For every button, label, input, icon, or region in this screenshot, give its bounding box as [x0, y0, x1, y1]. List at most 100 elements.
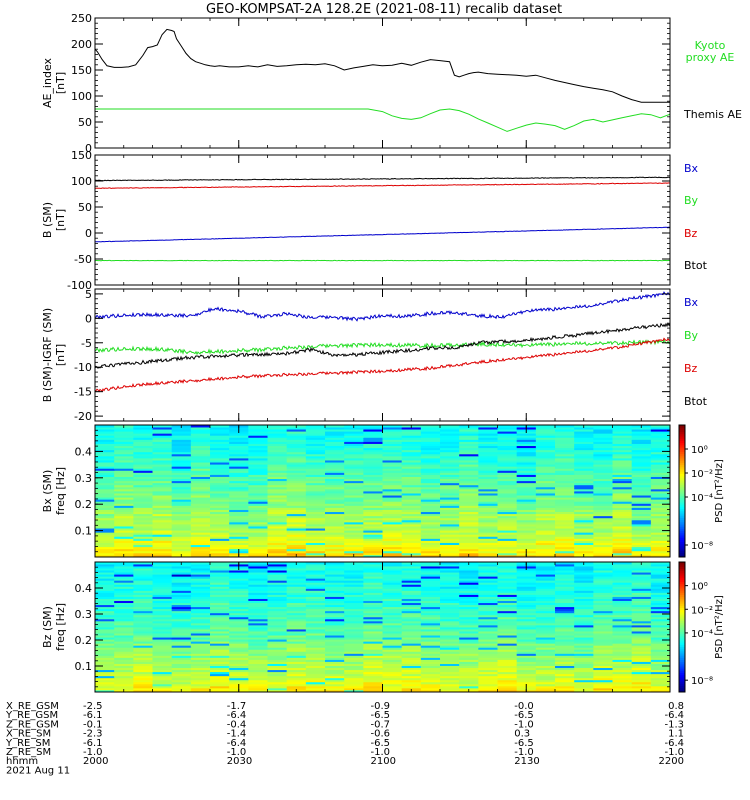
spectrogram-cell	[305, 511, 326, 515]
spectrogram-cell	[133, 470, 154, 473]
spectrogram-cell	[133, 635, 154, 638]
spectrogram-cell	[305, 643, 326, 646]
spectrogram-cell	[248, 602, 269, 606]
spectrogram-cell	[631, 637, 652, 640]
spectrogram-cell	[459, 497, 479, 500]
ephemeris-row: X_RE_SM -2.3 -1.4 -0.6 0.3 1.1	[6, 729, 684, 740]
spectrogram-cell	[210, 618, 230, 622]
spectrogram-cell	[190, 540, 211, 543]
spectrogram-cell	[114, 528, 134, 531]
spectrogram-cell	[382, 437, 403, 440]
spectrogram-cell	[382, 447, 403, 451]
spectrogram-cell	[574, 497, 594, 500]
spectrogram-cell	[171, 665, 192, 669]
spectrogram-cell	[497, 562, 518, 565]
spectrogram-cell	[440, 437, 460, 440]
spectrogram-cell	[267, 610, 288, 614]
colorbar-swatch	[679, 631, 685, 634]
spectrogram-cell	[650, 546, 670, 550]
spectrogram-cell	[440, 544, 460, 548]
spectrogram-cell	[325, 562, 345, 565]
spectrogram-cell	[478, 499, 499, 502]
spectrogram-cell	[497, 542, 518, 546]
spectrogram-cell	[152, 647, 173, 650]
spectrogram-cell	[478, 651, 499, 654]
spectrogram-cell	[210, 687, 230, 691]
spectrogram-cell	[440, 480, 460, 484]
colorbar-swatch	[679, 491, 685, 494]
spectrogram-cell	[440, 578, 460, 581]
spectrogram-cell	[286, 655, 307, 658]
spectrogram-cell	[497, 659, 518, 662]
spectrogram-cell	[593, 554, 614, 557]
spectrogram-cell	[114, 439, 134, 442]
spectrogram-cell	[574, 474, 594, 477]
spectrogram-cell	[631, 586, 652, 589]
spectrogram-cell	[210, 439, 230, 442]
spectrogram-cell	[382, 530, 403, 533]
spectrogram-cell	[133, 584, 154, 587]
spectrogram-cell	[190, 519, 211, 523]
spectrogram-cell	[133, 552, 154, 556]
spectrogram-cell	[114, 651, 134, 654]
spectrogram-cell	[401, 451, 422, 455]
spectrogram-cell	[459, 509, 479, 513]
spectrogram-cell	[497, 683, 518, 687]
spectrogram-cell	[344, 455, 364, 459]
spectrogram-cell	[535, 627, 556, 630]
spectrogram-cell	[535, 453, 556, 457]
y-axis-label: B (SM)-IGRF (SM)	[41, 308, 54, 402]
spectrogram-cell	[516, 596, 537, 599]
spectrogram-cell	[593, 497, 614, 500]
spectrogram-cell	[210, 661, 230, 664]
spectrogram-cell	[248, 521, 269, 525]
spectrogram-cell	[516, 524, 537, 527]
spectrogram-cell	[516, 445, 537, 449]
spectrogram-cell	[440, 681, 460, 685]
spectrogram-cell	[152, 530, 173, 533]
spectrogram-cell	[650, 637, 670, 640]
spectrogram-cell	[133, 629, 154, 632]
spectrogram-cell	[497, 649, 518, 652]
spectrogram-cell	[114, 677, 134, 681]
spectrogram-cell	[401, 501, 422, 504]
spectrogram-cell	[267, 598, 288, 601]
spectrogram-cell	[420, 685, 441, 689]
spectrogram-cell	[210, 582, 230, 585]
spectrogram-cell	[152, 645, 173, 648]
spectrogram-cell	[95, 447, 115, 451]
spectrogram-cell	[459, 548, 479, 552]
spectrogram-cell	[593, 435, 614, 438]
spectrogram-cell	[478, 451, 499, 455]
spectrogram-cell	[459, 427, 479, 430]
spectrogram-cell	[344, 582, 364, 585]
spectrogram-cell	[325, 659, 345, 662]
spectrogram-cell	[171, 614, 192, 618]
spectrogram-cell	[650, 566, 670, 569]
spectrogram-cell	[286, 462, 307, 465]
spectrogram-cell	[267, 562, 288, 565]
spectrogram-cell	[382, 588, 403, 591]
spectrogram-cell	[382, 647, 403, 650]
spectrogram-cell	[459, 582, 479, 585]
spectrogram-cell	[382, 542, 403, 546]
spectrogram-cell	[190, 445, 211, 449]
spectrogram-cell	[210, 501, 230, 504]
spectrogram-cell	[210, 590, 230, 593]
spectrogram-cell	[382, 511, 403, 515]
spectrogram-cell	[325, 661, 345, 664]
spectrogram-cell	[286, 538, 307, 541]
spectrogram-cell	[440, 526, 460, 529]
spectrogram-cell	[325, 517, 345, 521]
spectrogram-cell	[535, 592, 556, 595]
spectrogram-cell	[535, 505, 556, 508]
spectrogram-cell	[631, 505, 652, 508]
spectrogram-cell	[401, 429, 422, 432]
spectrogram-cell	[248, 486, 269, 490]
ephemeris-value: 2100	[371, 756, 396, 767]
spectrogram-cell	[459, 627, 479, 630]
spectrogram-cell	[210, 474, 230, 477]
spectrogram-cell	[593, 449, 614, 453]
spectrogram-cell	[478, 509, 499, 513]
spectrogram-cell	[344, 509, 364, 513]
